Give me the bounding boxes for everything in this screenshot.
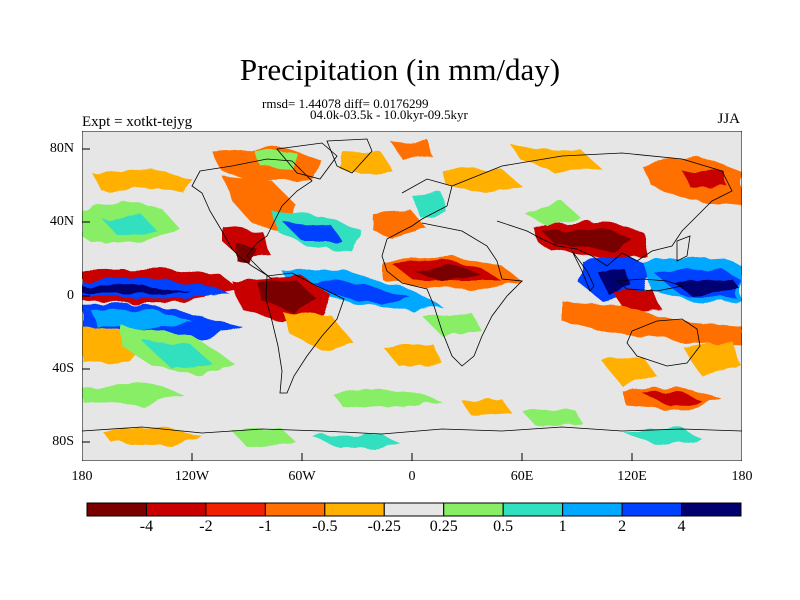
plot-title: Precipitation (in mm/day) bbox=[239, 52, 561, 87]
colorbar-label: -1 bbox=[258, 518, 273, 535]
lon-label-180e: 180 bbox=[731, 469, 753, 484]
precipitation-map bbox=[82, 131, 742, 461]
coastlines bbox=[82, 138, 742, 435]
colorbar-swatch bbox=[621, 502, 683, 517]
colorbar-label: 0.5 bbox=[493, 518, 514, 535]
colorbar-swatch bbox=[562, 502, 623, 517]
lat-label-80s: 80S bbox=[52, 434, 74, 449]
lon-label-120e: 120E bbox=[617, 469, 647, 484]
lon-label-60w: 60W bbox=[288, 469, 316, 484]
colorbar-label: 0.25 bbox=[429, 518, 458, 535]
colorbar-swatch bbox=[86, 502, 147, 517]
experiment-label: Expt = xotkt-tejyg bbox=[82, 114, 193, 130]
lat-label-40s: 40S bbox=[52, 361, 74, 376]
colorbar-swatch bbox=[324, 502, 385, 517]
colorbar-swatch bbox=[502, 502, 564, 517]
colorbar-label: -2 bbox=[199, 518, 213, 535]
lon-label-180w: 180 bbox=[71, 469, 93, 484]
colorbar-swatch bbox=[264, 502, 326, 517]
axis-ticks bbox=[82, 148, 633, 461]
lon-label-60e: 60E bbox=[510, 469, 534, 484]
colorbar-swatch bbox=[681, 502, 742, 517]
colorbar-label: 1 bbox=[558, 518, 567, 535]
season-label: JJA bbox=[717, 111, 740, 127]
colorbar-swatch bbox=[443, 502, 504, 517]
colorbar-label: -4 bbox=[139, 518, 154, 535]
anomaly-field bbox=[82, 139, 742, 449]
lat-label-0: 0 bbox=[67, 288, 74, 303]
colorbar-swatch bbox=[383, 502, 445, 517]
colorbar-swatch bbox=[145, 502, 207, 517]
colorbar-label: -0.25 bbox=[367, 518, 401, 535]
lat-label-80n: 80N bbox=[49, 141, 74, 156]
colorbar-label: 2 bbox=[618, 518, 627, 535]
colorbar-label: -0.5 bbox=[312, 518, 338, 535]
lon-label-0: 0 bbox=[408, 469, 416, 484]
colorbar-label: 4 bbox=[677, 518, 686, 535]
period-line: 04.0k-03.5k - 10.0kyr-09.5kyr bbox=[310, 107, 468, 122]
lat-label-40n: 40N bbox=[49, 214, 74, 229]
colorbar-swatch bbox=[205, 502, 266, 517]
stats-line: rmsd= 1.44078 diff= 0.0176299 bbox=[262, 96, 429, 111]
lon-label-120w: 120W bbox=[174, 469, 210, 484]
colorbar bbox=[86, 502, 742, 517]
